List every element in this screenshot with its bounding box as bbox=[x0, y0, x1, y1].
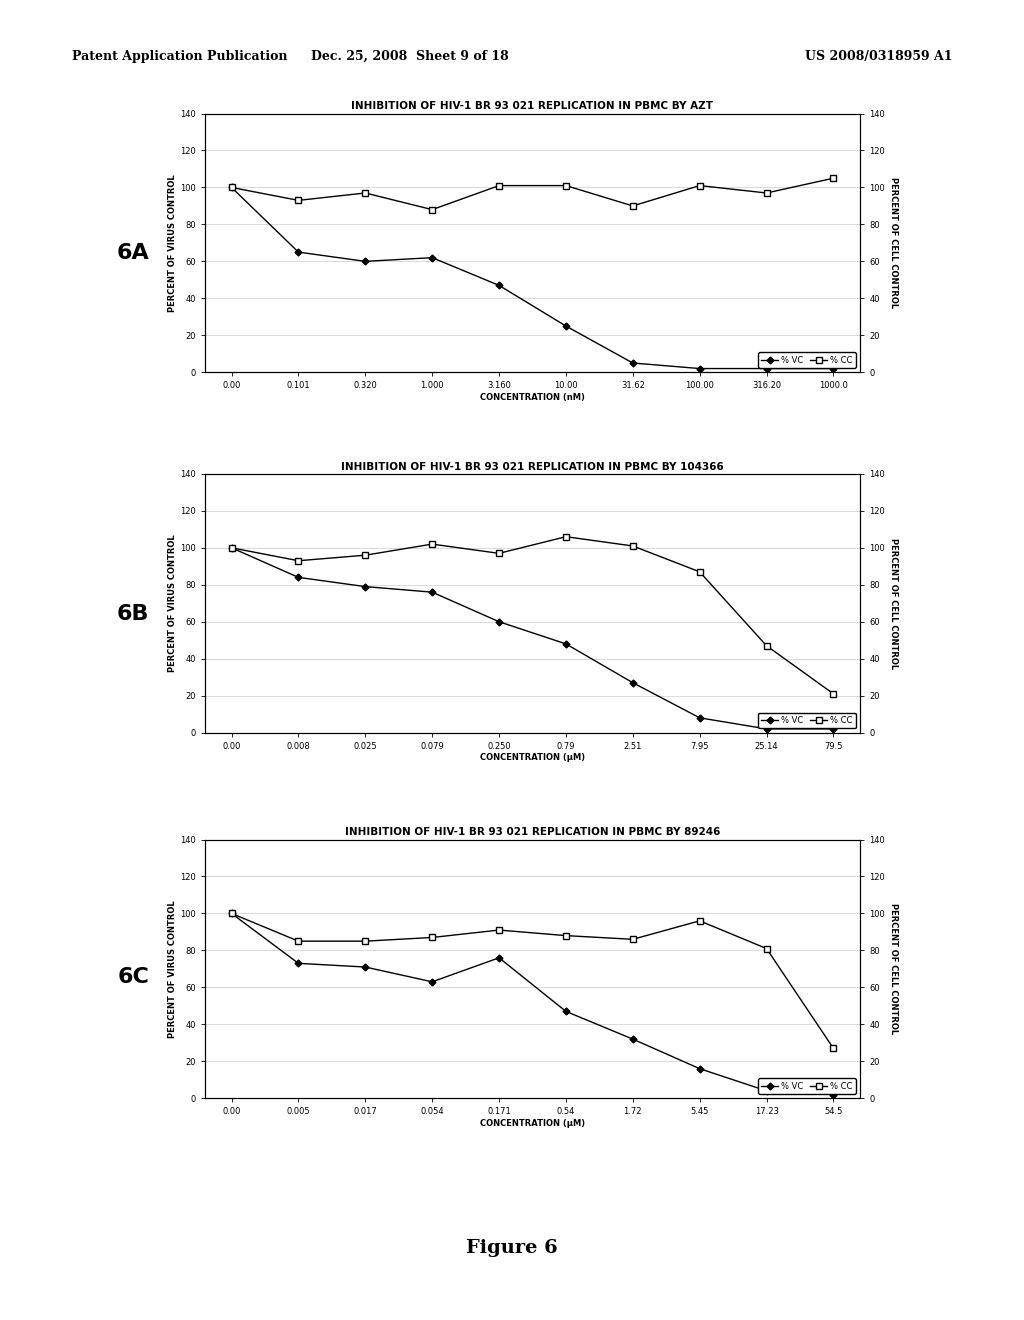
Text: Dec. 25, 2008  Sheet 9 of 18: Dec. 25, 2008 Sheet 9 of 18 bbox=[310, 50, 509, 63]
% CC bbox=[426, 536, 438, 552]
% VC bbox=[225, 540, 238, 556]
% CC bbox=[560, 529, 572, 545]
% CC bbox=[627, 198, 639, 214]
% CC bbox=[426, 929, 438, 945]
% VC bbox=[225, 906, 238, 921]
% VC bbox=[292, 956, 304, 972]
% VC bbox=[827, 360, 840, 376]
% CC bbox=[693, 913, 706, 929]
% CC bbox=[292, 553, 304, 569]
% CC bbox=[359, 548, 372, 564]
% VC bbox=[560, 1003, 572, 1019]
Y-axis label: PERCENT OF CELL CONTROL: PERCENT OF CELL CONTROL bbox=[889, 903, 898, 1035]
Line: % CC: % CC bbox=[228, 533, 837, 697]
% VC bbox=[693, 710, 706, 726]
% VC bbox=[627, 1031, 639, 1047]
X-axis label: CONCENTRATION (nM): CONCENTRATION (nM) bbox=[480, 393, 585, 403]
% CC bbox=[693, 178, 706, 194]
Text: US 2008/0318959 A1: US 2008/0318959 A1 bbox=[805, 50, 952, 63]
% CC bbox=[292, 193, 304, 209]
% CC bbox=[225, 180, 238, 195]
% VC bbox=[493, 277, 505, 293]
% VC bbox=[693, 1061, 706, 1077]
% CC bbox=[225, 540, 238, 556]
% VC bbox=[827, 721, 840, 737]
Y-axis label: PERCENT OF VIRUS CONTROL: PERCENT OF VIRUS CONTROL bbox=[168, 535, 177, 672]
% VC bbox=[426, 585, 438, 601]
% VC bbox=[493, 614, 505, 630]
% VC bbox=[359, 253, 372, 269]
% VC bbox=[693, 360, 706, 376]
% CC bbox=[292, 933, 304, 949]
Text: 6C: 6C bbox=[117, 966, 150, 987]
% VC bbox=[627, 675, 639, 690]
X-axis label: CONCENTRATION (µM): CONCENTRATION (µM) bbox=[480, 754, 585, 763]
Text: Patent Application Publication: Patent Application Publication bbox=[72, 50, 287, 63]
% VC bbox=[359, 960, 372, 975]
% VC bbox=[426, 249, 438, 265]
% VC bbox=[359, 578, 372, 594]
% VC bbox=[292, 244, 304, 260]
Text: 6B: 6B bbox=[117, 603, 150, 624]
% CC bbox=[426, 202, 438, 218]
% CC bbox=[761, 638, 773, 653]
% CC bbox=[627, 539, 639, 554]
% VC bbox=[560, 636, 572, 652]
% CC bbox=[225, 906, 238, 921]
% CC bbox=[493, 545, 505, 561]
Y-axis label: PERCENT OF VIRUS CONTROL: PERCENT OF VIRUS CONTROL bbox=[168, 174, 177, 312]
Legend: % VC, % CC: % VC, % CC bbox=[758, 352, 856, 368]
% VC bbox=[761, 360, 773, 376]
% VC bbox=[493, 950, 505, 966]
Text: Figure 6: Figure 6 bbox=[466, 1238, 558, 1257]
% CC bbox=[627, 932, 639, 948]
Line: % VC: % VC bbox=[229, 911, 836, 1097]
Y-axis label: PERCENT OF CELL CONTROL: PERCENT OF CELL CONTROL bbox=[889, 177, 898, 309]
Line: % CC: % CC bbox=[228, 176, 837, 213]
% VC bbox=[761, 1082, 773, 1098]
% CC bbox=[359, 185, 372, 201]
% CC bbox=[560, 928, 572, 944]
% CC bbox=[493, 923, 505, 939]
Y-axis label: PERCENT OF VIRUS CONTROL: PERCENT OF VIRUS CONTROL bbox=[168, 900, 177, 1038]
Title: INHIBITION OF HIV-1 BR 93 021 REPLICATION IN PBMC BY AZT: INHIBITION OF HIV-1 BR 93 021 REPLICATIO… bbox=[351, 102, 714, 111]
Title: INHIBITION OF HIV-1 BR 93 021 REPLICATION IN PBMC BY 104366: INHIBITION OF HIV-1 BR 93 021 REPLICATIO… bbox=[341, 462, 724, 471]
% CC bbox=[493, 178, 505, 194]
% CC bbox=[761, 941, 773, 957]
% CC bbox=[359, 933, 372, 949]
% VC bbox=[225, 180, 238, 195]
% VC bbox=[292, 569, 304, 585]
% CC bbox=[693, 564, 706, 579]
Y-axis label: PERCENT OF CELL CONTROL: PERCENT OF CELL CONTROL bbox=[889, 537, 898, 669]
% CC bbox=[560, 178, 572, 194]
Line: % VC: % VC bbox=[229, 185, 836, 371]
Legend: % VC, % CC: % VC, % CC bbox=[758, 1078, 856, 1094]
Line: % CC: % CC bbox=[228, 911, 837, 1052]
Line: % VC: % VC bbox=[229, 545, 836, 731]
% VC bbox=[426, 974, 438, 990]
% CC bbox=[827, 686, 840, 702]
% CC bbox=[827, 1040, 840, 1056]
X-axis label: CONCENTRATION (µM): CONCENTRATION (µM) bbox=[480, 1119, 585, 1129]
% VC bbox=[627, 355, 639, 371]
Title: INHIBITION OF HIV-1 BR 93 021 REPLICATION IN PBMC BY 89246: INHIBITION OF HIV-1 BR 93 021 REPLICATIO… bbox=[345, 828, 720, 837]
Legend: % VC, % CC: % VC, % CC bbox=[758, 713, 856, 729]
Text: 6A: 6A bbox=[117, 243, 150, 264]
% CC bbox=[827, 170, 840, 186]
% VC bbox=[827, 1086, 840, 1102]
% VC bbox=[761, 721, 773, 737]
% VC bbox=[560, 318, 572, 334]
% CC bbox=[761, 185, 773, 201]
